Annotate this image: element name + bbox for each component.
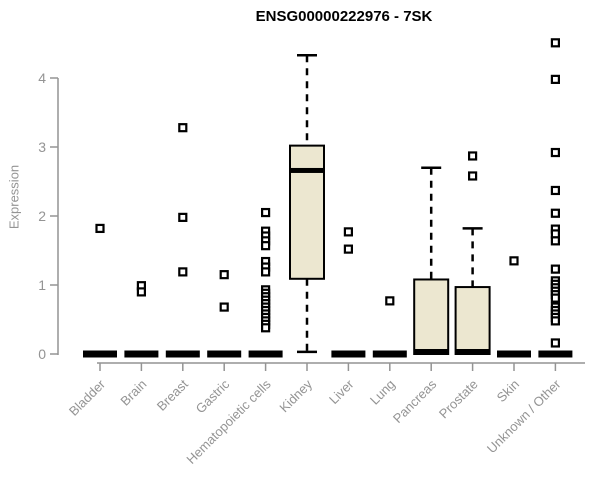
outlier-point (550, 264, 561, 274)
outlier-point (550, 208, 561, 218)
outlier-point (468, 151, 478, 161)
outlier-point (468, 171, 478, 181)
x-tick-label: Breast (154, 376, 191, 413)
collapsed-box-3 (207, 350, 242, 358)
y-tick-label: 2 (38, 208, 46, 224)
median-line (455, 349, 490, 354)
x-tick-label: Skin (494, 377, 522, 405)
outlier-point (343, 244, 353, 254)
outlier-point (343, 227, 353, 237)
collapsed-box-2 (165, 350, 200, 358)
outlier-point (550, 236, 561, 246)
y-tick-label: 1 (38, 277, 46, 293)
outlier-point (261, 267, 271, 277)
collapsed-box-10 (497, 350, 531, 358)
outlier-point (178, 123, 188, 133)
collapsed-box-7 (372, 350, 407, 358)
outlier-point (261, 241, 271, 251)
collapsed-box-4 (248, 350, 283, 358)
outlier-point (219, 270, 229, 280)
outlier-point (550, 185, 561, 196)
outlier-point (550, 38, 561, 48)
median-line (414, 349, 449, 354)
outlier-point (178, 267, 188, 277)
outlier-point (95, 223, 105, 234)
collapsed-box-1 (124, 350, 159, 358)
median-line (290, 167, 324, 173)
box-5 (289, 144, 325, 280)
outlier-point (550, 316, 561, 326)
collapsed-box-6 (331, 350, 366, 358)
box-8 (413, 278, 450, 356)
x-tick-label: Unknown / Other (484, 376, 564, 456)
y-axis-label: Expression (6, 164, 22, 230)
x-tick-label: Brain (117, 377, 149, 409)
x-tick-label: Liver (326, 376, 357, 407)
outlier-point (550, 147, 561, 158)
outlier-point (550, 293, 561, 303)
collapsed-box-0 (83, 350, 117, 358)
collapsed-box-11 (538, 350, 573, 358)
outlier-point (261, 207, 271, 218)
y-tick-label: 4 (38, 70, 46, 86)
outlier-point (136, 287, 146, 297)
x-tick-label: Gastric (193, 376, 233, 416)
box-9 (454, 286, 491, 356)
outlier-point (385, 296, 395, 306)
outlier-point (509, 256, 519, 266)
x-tick-label: Prostate (436, 377, 481, 422)
y-tick-label: 0 (38, 346, 46, 362)
y-tick-label: 3 (38, 139, 46, 155)
chart-title: ENSG00000222976 - 7SK (255, 8, 433, 25)
outlier-point (178, 212, 188, 222)
outlier-point (219, 302, 229, 312)
outlier-point (550, 74, 561, 84)
outlier-point (261, 323, 271, 333)
outlier-point (550, 338, 561, 348)
x-tick-label: Lung (367, 377, 398, 408)
x-tick-label: Pancreas (390, 376, 440, 426)
x-tick-label: Kidney (276, 376, 315, 415)
x-tick-label: Bladder (66, 376, 109, 419)
